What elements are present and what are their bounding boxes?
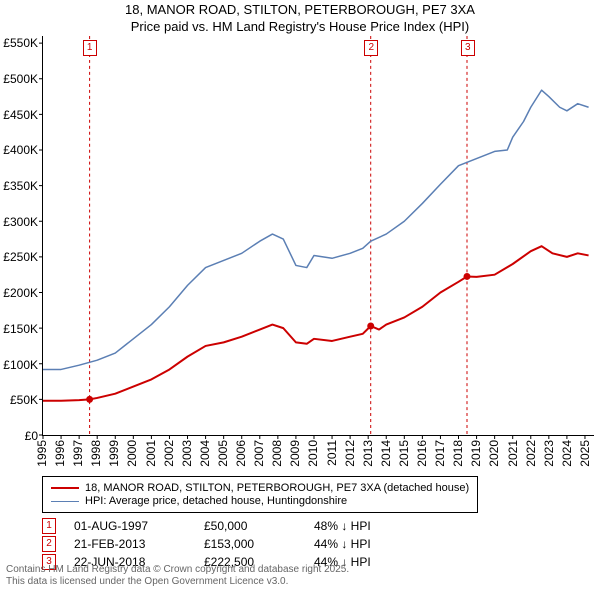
x-tick-label: 2006 <box>234 440 248 467</box>
x-tick-label: 2012 <box>343 440 357 467</box>
x-tick-label: 2016 <box>415 440 429 467</box>
x-tick-label: 2003 <box>180 440 194 467</box>
legend-label: HPI: Average price, detached house, Hunt… <box>85 495 347 507</box>
x-tick-label: 1997 <box>71 440 85 467</box>
legend-item: 18, MANOR ROAD, STILTON, PETERBOROUGH, P… <box>51 482 469 494</box>
series-line-hpi <box>43 90 589 369</box>
sale-row-marker: 2 <box>42 536 56 552</box>
x-tick-label: 2013 <box>361 440 375 467</box>
y-tick-label: £50K <box>0 393 38 407</box>
x-tick-label: 2001 <box>144 440 158 467</box>
sale-row-date: 01-AUG-1997 <box>74 519 204 533</box>
x-axis-ticks: 1995199619971998199920002001200220032004… <box>42 436 594 472</box>
plot-svg <box>43 36 594 435</box>
footer-attribution: Contains HM Land Registry data © Crown c… <box>6 564 349 588</box>
plot-area: 1 2 3 <box>42 36 594 436</box>
sale-row-price: £50,000 <box>204 519 314 533</box>
x-tick-label: 1999 <box>107 440 121 467</box>
sale-marker-box: 2 <box>364 40 378 56</box>
y-tick-label: £350K <box>0 179 38 193</box>
y-tick-label: £400K <box>0 143 38 157</box>
sale-row-hpi: 44% ↓ HPI <box>314 537 371 551</box>
x-tick-label: 2004 <box>198 440 212 467</box>
sale-marker-dot <box>464 273 471 280</box>
sale-marker-box: 1 <box>83 40 97 56</box>
legend-label: 18, MANOR ROAD, STILTON, PETERBOROUGH, P… <box>85 482 469 494</box>
sale-marker-box: 3 <box>461 40 475 56</box>
y-tick-label: £0 <box>0 429 38 443</box>
y-tick-label: £150K <box>0 322 38 336</box>
x-tick-label: 2018 <box>451 440 465 467</box>
y-tick-label: £200K <box>0 286 38 300</box>
x-tick-label: 2014 <box>379 440 393 467</box>
chart-container: 18, MANOR ROAD, STILTON, PETERBOROUGH, P… <box>0 0 600 590</box>
x-tick-label: 2017 <box>433 440 447 467</box>
sale-row-date: 21-FEB-2013 <box>74 537 204 551</box>
legend-swatch <box>51 501 79 502</box>
x-tick-label: 2010 <box>306 440 320 467</box>
x-tick-label: 2020 <box>487 440 501 467</box>
x-tick-label: 2007 <box>252 440 266 467</box>
x-tick-label: 2009 <box>288 440 302 467</box>
chart-title-line1: 18, MANOR ROAD, STILTON, PETERBOROUGH, P… <box>0 2 600 19</box>
x-tick-label: 2000 <box>125 440 139 467</box>
y-tick-label: £500K <box>0 72 38 86</box>
x-tick-label: 1998 <box>89 440 103 467</box>
x-tick-label: 2002 <box>162 440 176 467</box>
x-tick-label: 2019 <box>469 440 483 467</box>
x-tick-label: 2005 <box>216 440 230 467</box>
legend-swatch <box>51 487 79 489</box>
x-tick-label: 1996 <box>53 440 67 467</box>
y-tick-label: £250K <box>0 250 38 264</box>
x-tick-label: 2024 <box>560 440 574 467</box>
y-tick-label: £450K <box>0 108 38 122</box>
y-tick-label: £100K <box>0 358 38 372</box>
y-tick-label: £300K <box>0 215 38 229</box>
sale-marker-dot <box>86 396 93 403</box>
sale-row-hpi: 48% ↓ HPI <box>314 519 371 533</box>
sale-marker-dot <box>367 322 374 329</box>
sale-row-marker: 1 <box>42 518 56 534</box>
sale-row: 2 21-FEB-2013£153,00044% ↓ HPI <box>42 536 371 552</box>
legend-item: HPI: Average price, detached house, Hunt… <box>51 495 469 507</box>
x-tick-label: 2025 <box>578 440 592 467</box>
y-axis-ticks: £0£50K£100K£150K£200K£250K£300K£350K£400… <box>0 36 40 436</box>
legend: 18, MANOR ROAD, STILTON, PETERBOROUGH, P… <box>42 476 478 513</box>
x-tick-label: 1995 <box>35 440 49 467</box>
x-tick-label: 2023 <box>542 440 556 467</box>
x-tick-label: 2021 <box>506 440 520 467</box>
series-line-property <box>43 246 589 401</box>
footer-line2: This data is licensed under the Open Gov… <box>6 576 349 588</box>
chart-titles: 18, MANOR ROAD, STILTON, PETERBOROUGH, P… <box>0 0 600 36</box>
sale-row: 1 01-AUG-1997£50,00048% ↓ HPI <box>42 518 371 534</box>
x-tick-label: 2022 <box>524 440 538 467</box>
x-tick-label: 2011 <box>325 440 339 466</box>
footer-line1: Contains HM Land Registry data © Crown c… <box>6 564 349 576</box>
x-tick-label: 2015 <box>397 440 411 467</box>
x-tick-label: 2008 <box>270 440 284 467</box>
y-tick-label: £550K <box>0 36 38 50</box>
sale-row-price: £153,000 <box>204 537 314 551</box>
chart-title-line2: Price paid vs. HM Land Registry's House … <box>0 19 600 36</box>
